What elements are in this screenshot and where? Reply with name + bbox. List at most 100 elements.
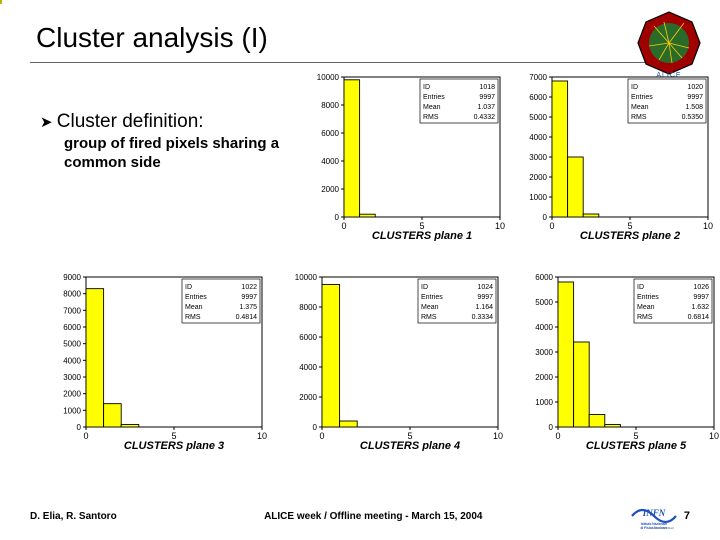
svg-text:Mean: Mean (421, 304, 439, 311)
svg-text:0: 0 (319, 431, 324, 441)
svg-text:7000: 7000 (63, 306, 81, 315)
svg-text:1026: 1026 (693, 284, 709, 291)
svg-text:10: 10 (495, 221, 505, 231)
svg-text:RMS: RMS (421, 314, 437, 321)
svg-text:5000: 5000 (535, 298, 553, 307)
svg-text:ID: ID (185, 284, 192, 291)
svg-text:9000: 9000 (63, 273, 81, 282)
svg-text:0.4814: 0.4814 (236, 314, 258, 321)
svg-text:Mean: Mean (631, 104, 649, 111)
histogram-plane-5: 01000200030004000500060000510ID1026Entri… (520, 271, 720, 451)
deco-box (0, 0, 2, 4)
svg-text:2000: 2000 (321, 185, 339, 194)
svg-text:Entries: Entries (631, 94, 653, 101)
bullet-description: group of fired pixels sharing a common s… (64, 135, 290, 173)
slide: Cluster analysis (I) ALICE Cluster defin… (0, 0, 720, 540)
svg-text:0: 0 (341, 221, 346, 231)
svg-text:1.037: 1.037 (477, 104, 495, 111)
svg-text:4000: 4000 (63, 356, 81, 365)
svg-text:0: 0 (543, 213, 548, 222)
svg-text:8000: 8000 (63, 290, 81, 299)
svg-text:0: 0 (335, 213, 340, 222)
svg-text:CLUSTERS plane 5: CLUSTERS plane 5 (586, 440, 687, 451)
svg-text:10000: 10000 (295, 273, 318, 282)
svg-text:4000: 4000 (321, 157, 339, 166)
svg-text:1000: 1000 (535, 398, 553, 407)
svg-text:9997: 9997 (479, 94, 495, 101)
svg-text:Entries: Entries (637, 294, 659, 301)
svg-text:ID: ID (423, 84, 430, 91)
svg-text:9997: 9997 (477, 294, 493, 301)
svg-text:ID: ID (421, 284, 428, 291)
bullet-heading: Cluster definition: (40, 111, 290, 133)
svg-text:2000: 2000 (299, 393, 317, 402)
svg-text:RMS: RMS (423, 114, 439, 121)
svg-text:6000: 6000 (529, 93, 547, 102)
svg-text:1.164: 1.164 (475, 304, 493, 311)
bullet-block: Cluster definition: group of fired pixel… (40, 111, 290, 173)
svg-text:Entries: Entries (423, 94, 445, 101)
svg-text:INFN: INFN (642, 508, 666, 518)
svg-text:10: 10 (703, 221, 713, 231)
svg-text:1020: 1020 (687, 84, 703, 91)
svg-text:10: 10 (257, 431, 267, 441)
svg-text:0: 0 (555, 431, 560, 441)
svg-text:0.5350: 0.5350 (682, 114, 704, 121)
svg-text:8000: 8000 (321, 101, 339, 110)
svg-text:2000: 2000 (529, 173, 547, 182)
svg-text:9997: 9997 (693, 294, 709, 301)
footer-meeting: ALICE week / Offline meeting - March 15,… (117, 511, 630, 522)
svg-text:3000: 3000 (529, 153, 547, 162)
svg-text:10000: 10000 (317, 73, 340, 82)
histogram-plane-1: 02000400060008000100000510ID1018Entries9… (306, 71, 506, 241)
svg-text:5000: 5000 (529, 113, 547, 122)
svg-text:RMS: RMS (637, 314, 653, 321)
svg-text:5000: 5000 (63, 340, 81, 349)
page-number: 7 (684, 510, 690, 522)
page-title: Cluster analysis (I) (36, 22, 690, 54)
svg-text:CLUSTERS plane 2: CLUSTERS plane 2 (580, 230, 680, 241)
svg-text:Entries: Entries (185, 294, 207, 301)
svg-text:10: 10 (709, 431, 719, 441)
svg-text:8000: 8000 (299, 303, 317, 312)
svg-text:4000: 4000 (529, 133, 547, 142)
svg-text:ID: ID (637, 284, 644, 291)
svg-text:Mean: Mean (423, 104, 441, 111)
svg-text:0: 0 (77, 423, 82, 432)
svg-text:2000: 2000 (535, 373, 553, 382)
svg-text:0: 0 (83, 431, 88, 441)
svg-text:0: 0 (549, 221, 554, 231)
svg-text:3000: 3000 (63, 373, 81, 382)
svg-text:0.3334: 0.3334 (472, 314, 494, 321)
infn-logo: INFN Istituto Nazionale di Fisica Nuclea… (630, 502, 678, 530)
svg-text:CLUSTERS plane 3: CLUSTERS plane 3 (124, 440, 224, 451)
svg-text:0.6814: 0.6814 (688, 314, 710, 321)
svg-text:0: 0 (549, 423, 554, 432)
svg-text:Mean: Mean (637, 304, 655, 311)
svg-text:2000: 2000 (63, 390, 81, 399)
histogram-plane-2: 010002000300040005000600070000510ID1020E… (514, 71, 714, 241)
svg-text:4000: 4000 (299, 363, 317, 372)
svg-text:9997: 9997 (241, 294, 257, 301)
svg-text:Mean: Mean (185, 304, 203, 311)
footer: D. Elia, R. Santoro ALICE week / Offline… (30, 502, 690, 530)
svg-text:Entries: Entries (421, 294, 443, 301)
svg-text:6000: 6000 (535, 273, 553, 282)
svg-text:1000: 1000 (529, 193, 547, 202)
svg-text:6000: 6000 (321, 129, 339, 138)
svg-text:ID: ID (631, 84, 638, 91)
svg-text:10: 10 (493, 431, 503, 441)
histogram-plane-4: 02000400060008000100000510ID1024Entries9… (284, 271, 504, 451)
svg-text:RMS: RMS (185, 314, 201, 321)
alice-logo: ALICE (634, 8, 704, 78)
svg-text:1.508: 1.508 (685, 104, 703, 111)
svg-text:1024: 1024 (477, 284, 493, 291)
svg-text:sezione di Bari: sezione di Bari (653, 526, 674, 530)
svg-text:0: 0 (313, 423, 318, 432)
svg-text:1018: 1018 (479, 84, 495, 91)
title-area: Cluster analysis (I) (30, 18, 690, 63)
svg-text:CLUSTERS plane 4: CLUSTERS plane 4 (360, 440, 460, 451)
svg-text:6000: 6000 (63, 323, 81, 332)
svg-text:1022: 1022 (241, 284, 257, 291)
svg-text:1.375: 1.375 (239, 304, 257, 311)
